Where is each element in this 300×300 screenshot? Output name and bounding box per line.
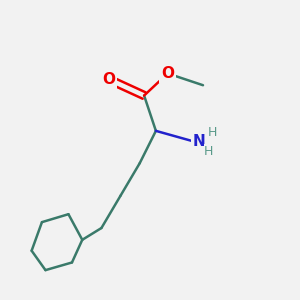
Text: O: O (161, 66, 174, 81)
Text: H: H (208, 126, 218, 140)
Text: O: O (102, 72, 115, 87)
Text: H: H (204, 145, 214, 158)
Text: N: N (193, 134, 206, 149)
